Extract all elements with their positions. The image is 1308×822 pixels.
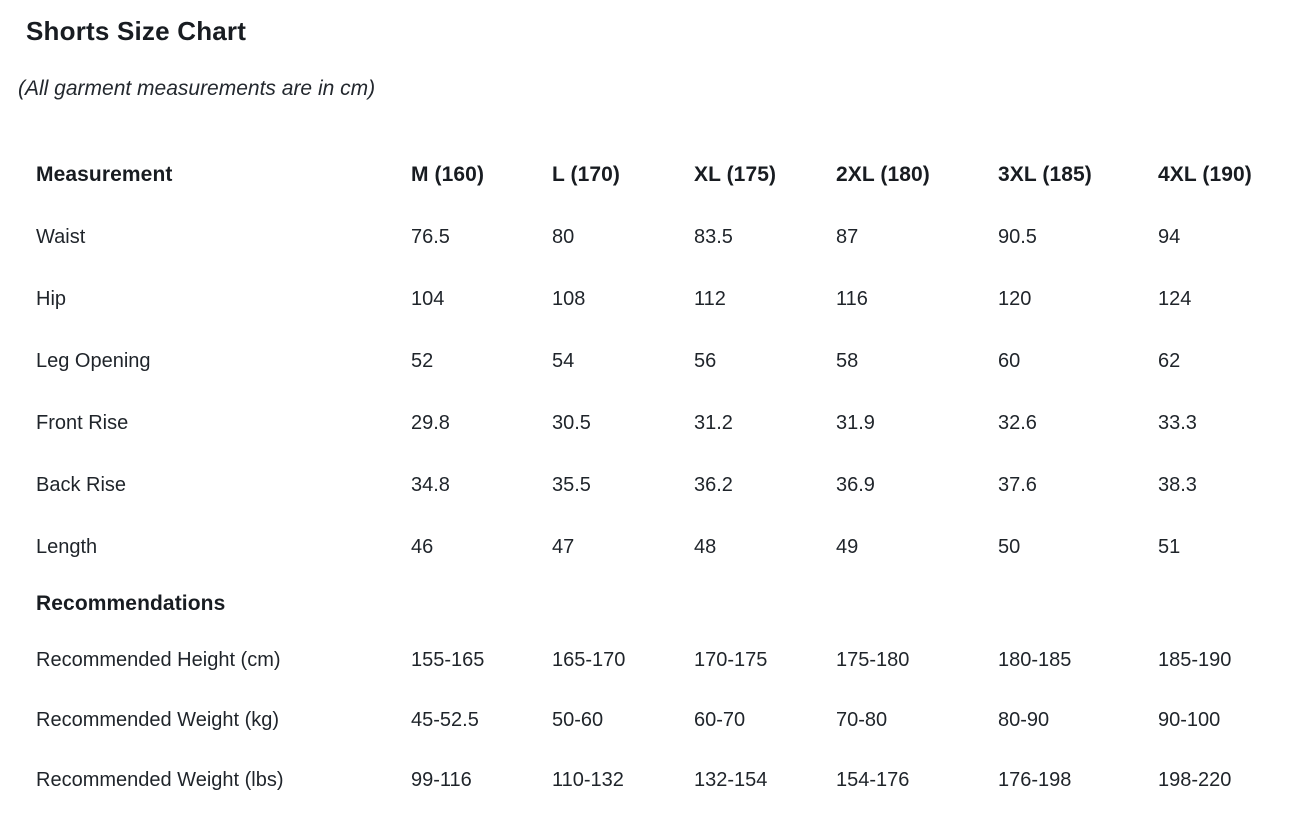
measurement-value: 185-190 <box>1158 648 1232 671</box>
measurement-value: 83.5 <box>694 225 733 248</box>
table-row-recommended-weight-lbs: Recommended Weight (lbs) 99-116 110-132 … <box>36 750 1308 810</box>
measurement-value: 180-185 <box>998 648 1072 671</box>
column-header-measurement: Measurement <box>36 163 173 187</box>
measurement-value: 198-220 <box>1158 768 1232 791</box>
table-row-hip: Hip 104 108 112 116 120 124 <box>36 268 1308 330</box>
measurement-value: 35.5 <box>552 473 591 496</box>
measurement-value: 29.8 <box>411 411 450 434</box>
measurement-value: 132-154 <box>694 768 768 791</box>
measurement-value: 34.8 <box>411 473 450 496</box>
measurement-value: 38.3 <box>1158 473 1197 496</box>
measurement-value: 170-175 <box>694 648 768 671</box>
table-row-length: Length 46 47 48 49 50 51 <box>36 516 1308 578</box>
measurement-label: Front Rise <box>36 411 129 434</box>
measurement-label: Waist <box>36 225 86 248</box>
measurement-value: 33.3 <box>1158 411 1197 434</box>
measurement-value: 120 <box>998 287 1032 310</box>
measurement-value: 94 <box>1158 225 1181 248</box>
measurement-value: 99-116 <box>411 768 472 791</box>
measurement-value: 56 <box>694 349 717 372</box>
measurement-value: 50 <box>998 535 1021 558</box>
size-chart-table: Measurement M (160) L (170) XL (175) 2XL… <box>36 144 1308 810</box>
measurement-value: 48 <box>694 535 717 558</box>
measurement-value: 62 <box>1158 349 1181 372</box>
measurement-value: 110-132 <box>552 768 624 791</box>
measurement-label: Leg Opening <box>36 349 151 372</box>
column-header-size-xl: XL (175) <box>694 163 777 187</box>
measurement-value: 60-70 <box>694 708 746 731</box>
measurement-label: Recommended Weight (kg) <box>36 708 280 731</box>
measurement-value: 70-80 <box>836 708 888 731</box>
measurement-value: 60 <box>998 349 1021 372</box>
measurement-value: 76.5 <box>411 225 450 248</box>
measurement-value: 58 <box>836 349 859 372</box>
measurement-value: 112 <box>694 287 726 310</box>
measurement-value: 36.2 <box>694 473 733 496</box>
table-section-row-recommendations: Recommendations <box>36 578 1308 630</box>
measurement-value: 45-52.5 <box>411 708 479 731</box>
table-row-recommended-height-cm: Recommended Height (cm) 155-165 165-170 … <box>36 630 1308 690</box>
measurement-value: 165-170 <box>552 648 626 671</box>
measurement-value: 46 <box>411 535 434 558</box>
measurement-value: 50-60 <box>552 708 604 731</box>
size-chart-table-container: Measurement M (160) L (170) XL (175) 2XL… <box>0 144 1308 810</box>
table-row-waist: Waist 76.5 80 83.5 87 90.5 94 <box>36 206 1308 268</box>
measurement-value: 90.5 <box>998 225 1037 248</box>
measurement-value: 124 <box>1158 287 1192 310</box>
measurement-label: Recommended Height (cm) <box>36 648 281 671</box>
measurement-label: Recommended Weight (lbs) <box>36 768 284 791</box>
measurement-value: 108 <box>552 287 586 310</box>
measurement-label: Back Rise <box>36 473 127 496</box>
table-row-back-rise: Back Rise 34.8 35.5 36.2 36.9 37.6 38.3 <box>36 454 1308 516</box>
measurement-value: 154-176 <box>836 768 910 791</box>
measurement-value: 80-90 <box>998 708 1050 731</box>
measurement-value: 37.6 <box>998 473 1037 496</box>
measurement-value: 47 <box>552 535 575 558</box>
table-row-leg-opening: Leg Opening 52 54 56 58 60 62 <box>36 330 1308 392</box>
measurement-value: 36.9 <box>836 473 875 496</box>
column-header-size-l: L (170) <box>552 163 621 187</box>
measurement-label: Hip <box>36 287 67 310</box>
measurement-value: 116 <box>836 287 868 310</box>
measurement-value: 80 <box>552 225 575 248</box>
table-header-row: Measurement M (160) L (170) XL (175) 2XL… <box>36 144 1308 206</box>
measurement-value: 104 <box>411 287 445 310</box>
measurement-value: 31.2 <box>694 411 733 434</box>
measurement-value: 175-180 <box>836 648 910 671</box>
page-title: Shorts Size Chart <box>26 16 247 46</box>
measurement-value: 54 <box>552 349 575 372</box>
measurement-value: 32.6 <box>998 411 1037 434</box>
measurement-value: 87 <box>836 225 859 248</box>
measurement-value: 30.5 <box>552 411 591 434</box>
measurement-value: 51 <box>1158 535 1181 558</box>
column-header-size-2xl: 2XL (180) <box>836 163 930 187</box>
section-label: Recommendations <box>36 592 226 616</box>
measurement-label: Length <box>36 535 98 558</box>
measurement-value: 31.9 <box>836 411 875 434</box>
table-row-recommended-weight-kg: Recommended Weight (kg) 45-52.5 50-60 60… <box>36 690 1308 750</box>
measurement-value: 49 <box>836 535 859 558</box>
column-header-size-3xl: 3XL (185) <box>998 163 1092 187</box>
measurement-value: 52 <box>411 349 434 372</box>
measurement-value: 176-198 <box>998 768 1072 791</box>
column-header-size-4xl: 4XL (190) <box>1158 163 1252 187</box>
measurement-value: 90-100 <box>1158 708 1221 731</box>
table-row-front-rise: Front Rise 29.8 30.5 31.2 31.9 32.6 33.3 <box>36 392 1308 454</box>
page-subtitle: (All garment measurements are in cm) <box>18 77 376 101</box>
measurement-value: 155-165 <box>411 648 485 671</box>
column-header-size-m: M (160) <box>411 163 485 187</box>
